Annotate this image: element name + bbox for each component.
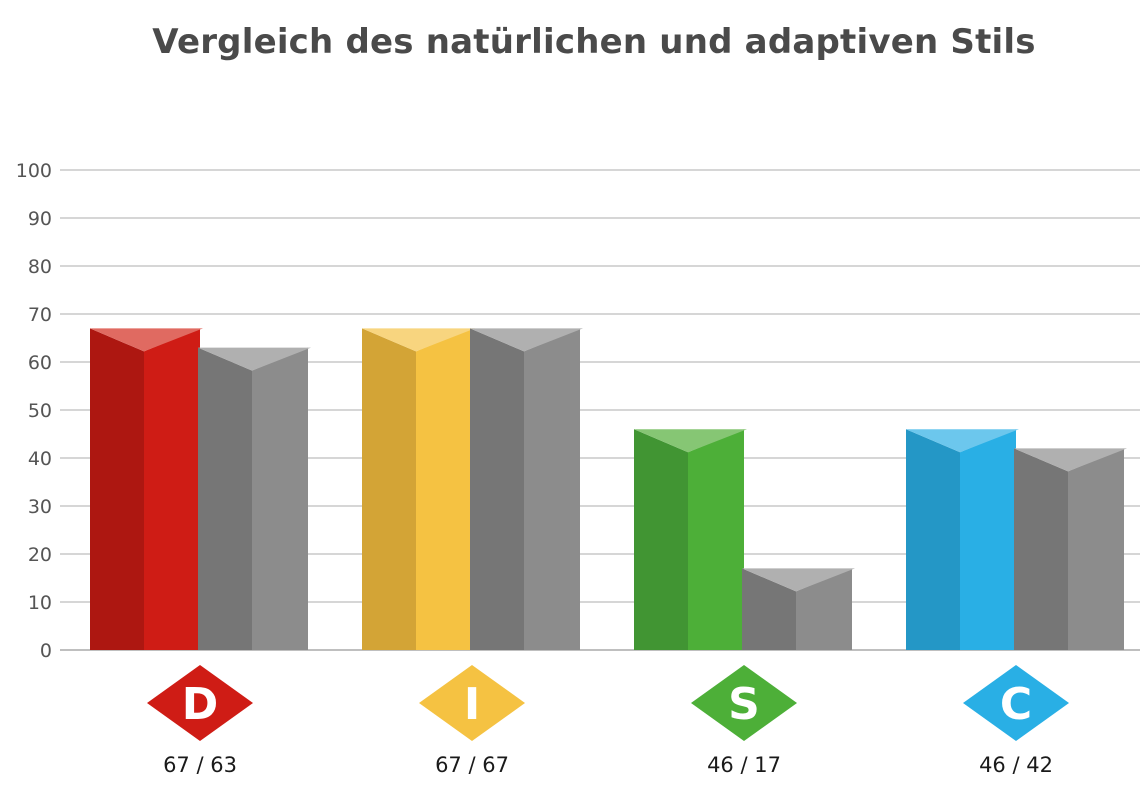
y-tick-label: 10 (28, 592, 52, 614)
badge-diamond-d (147, 665, 253, 741)
y-tick-label: 50 (28, 400, 52, 422)
value-label-c: 46 / 42 (979, 753, 1053, 777)
bars (90, 328, 1127, 650)
bar-adaptive-c-front-face (1068, 448, 1124, 650)
y-tick-label: 100 (16, 160, 52, 182)
bar-natural-s-top-face (634, 429, 747, 453)
bar-adaptive-i-front-face (524, 328, 580, 650)
value-label-i: 67 / 67 (435, 753, 509, 777)
bar-natural-c-top-face (906, 429, 1019, 453)
bar-natural-d-top-face (90, 328, 203, 352)
bar-adaptive-c (1014, 448, 1127, 650)
bar-natural-s (634, 429, 747, 650)
bar-adaptive-d-side-face (198, 347, 252, 650)
y-axis-ticks: 0 10 20 30 40 50 60 70 80 90 100 (16, 160, 52, 662)
bar-adaptive-s-top-face (742, 568, 855, 592)
badge-diamond-i (419, 665, 525, 741)
badge-diamond-s (691, 665, 797, 741)
badge-diamond-c (963, 665, 1069, 741)
badge-letter-i: I (464, 679, 480, 730)
bar-natural-d-front-face (144, 328, 200, 650)
bar-adaptive-d-front-face (252, 347, 308, 650)
value-labels: 67 / 63 67 / 67 46 / 17 46 / 42 (163, 753, 1053, 777)
chart-title: Vergleich des natürlichen und adaptiven … (152, 22, 1036, 62)
y-tick-label: 20 (28, 544, 52, 566)
badge-letter-c: C (1000, 679, 1032, 730)
y-tick-label: 70 (28, 304, 52, 326)
y-tick-label: 60 (28, 352, 52, 374)
bar-adaptive-s-front-face (796, 568, 852, 650)
y-tick-label: 90 (28, 208, 52, 230)
bar-adaptive-c-side-face (1014, 448, 1068, 650)
y-tick-label: 0 (40, 640, 52, 662)
bar-adaptive-i (470, 328, 583, 650)
bar-natural-c-front-face (960, 429, 1016, 650)
bar-natural-i-front-face (416, 328, 472, 650)
bar-natural-d-side-face (90, 328, 144, 650)
bar-natural-i-top-face (362, 328, 475, 352)
bar-adaptive-i-side-face (470, 328, 524, 650)
value-label-s: 46 / 17 (707, 753, 781, 777)
bar-natural-s-side-face (634, 429, 688, 650)
bar-natural-s-front-face (688, 429, 744, 650)
y-tick-label: 40 (28, 448, 52, 470)
badge-letter-d: D (182, 679, 219, 730)
y-tick-label: 80 (28, 256, 52, 278)
bar-adaptive-i-top-face (470, 328, 583, 352)
y-tick-label: 30 (28, 496, 52, 518)
badge-letter-s: S (728, 679, 760, 730)
bar-adaptive-d-top-face (198, 347, 311, 371)
bar-natural-c-side-face (906, 429, 960, 650)
bar-adaptive-c-top-face (1014, 448, 1127, 472)
bar-natural-i (362, 328, 475, 650)
bar-adaptive-d (198, 347, 311, 650)
bar-natural-i-side-face (362, 328, 416, 650)
bar-adaptive-s (742, 568, 855, 650)
bar-natural-c (906, 429, 1019, 650)
value-label-d: 67 / 63 (163, 753, 237, 777)
bar-natural-d (90, 328, 203, 650)
bar-adaptive-s-side-face (742, 568, 796, 650)
